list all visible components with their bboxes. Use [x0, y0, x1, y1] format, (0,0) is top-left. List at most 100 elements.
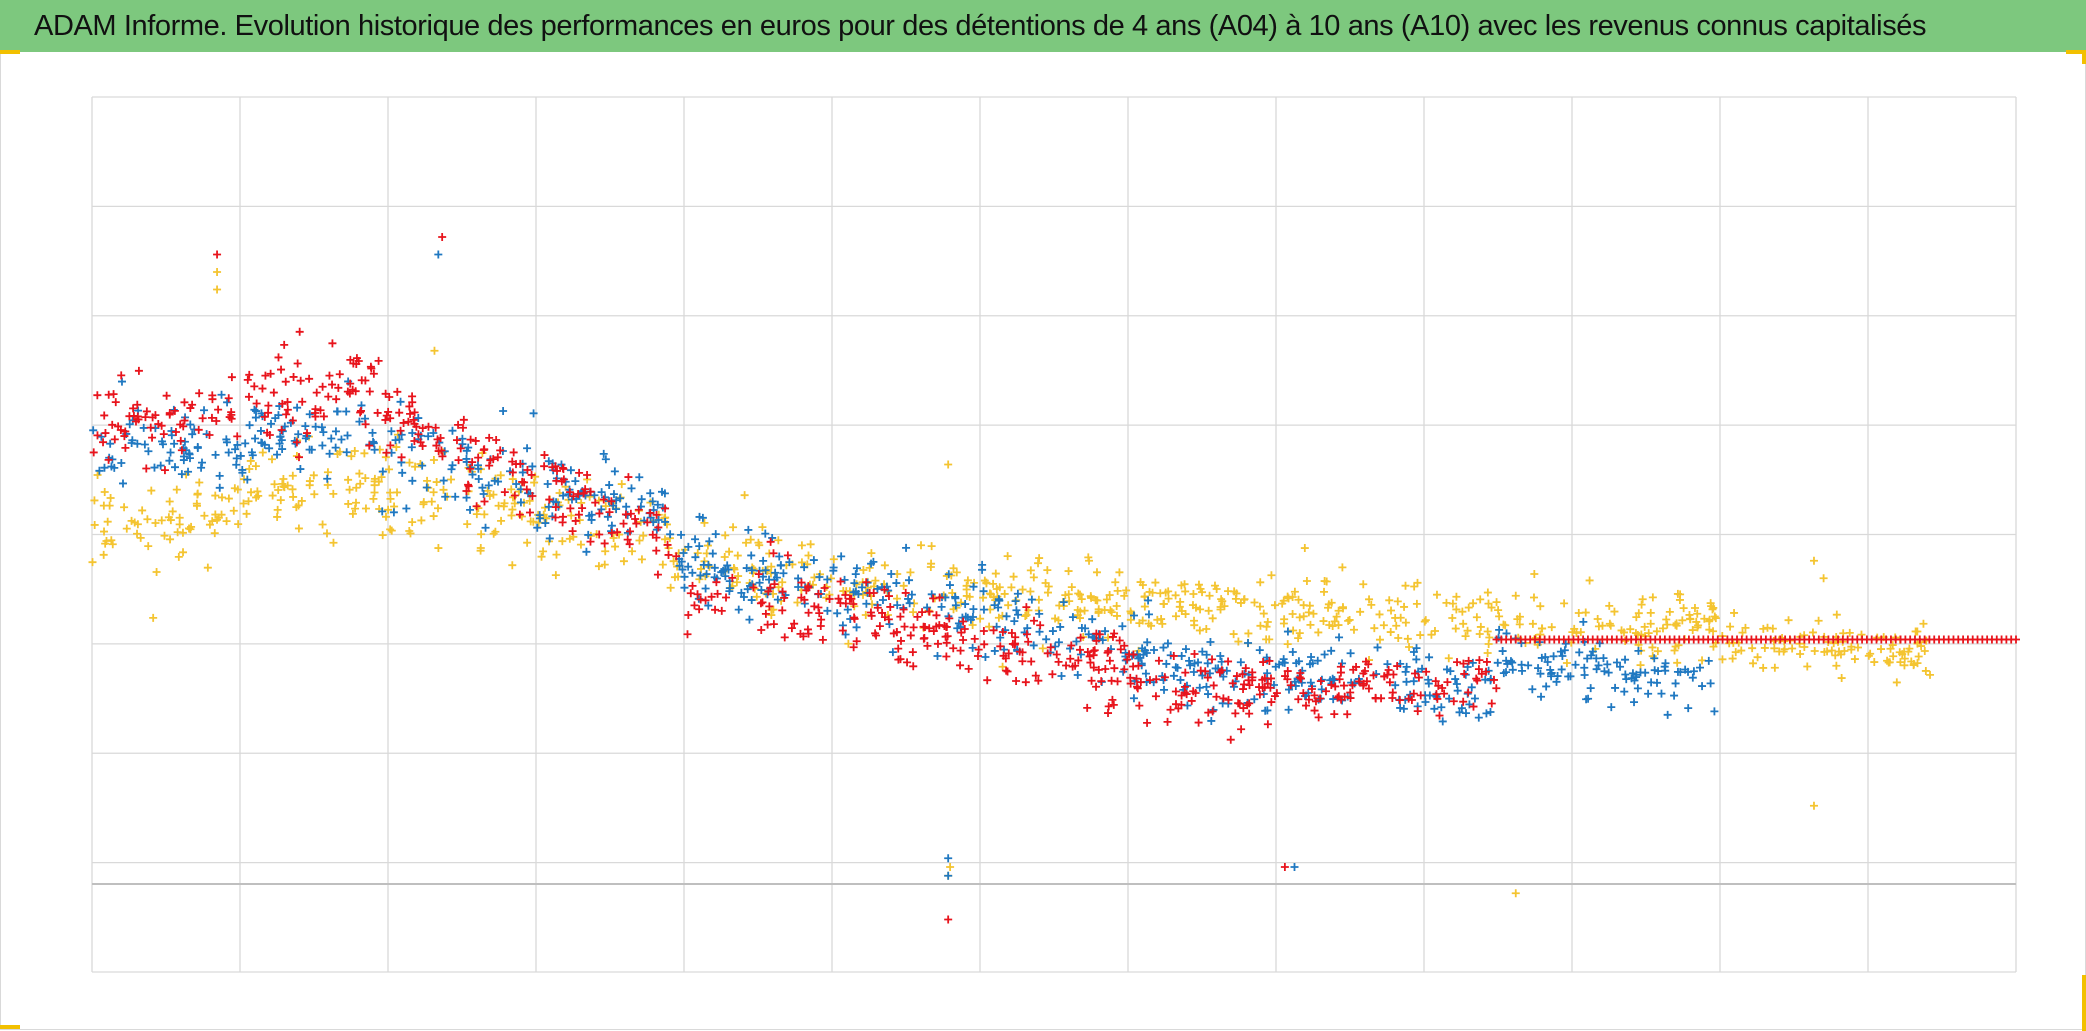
- data-point: [1190, 649, 1199, 658]
- data-point: [880, 613, 889, 622]
- data-point: [342, 448, 351, 457]
- data-point: [893, 601, 902, 610]
- data-point: [530, 478, 539, 487]
- data-point: [1306, 620, 1315, 629]
- data-point: [1605, 601, 1614, 610]
- data-point: [346, 379, 355, 388]
- data-point: [1919, 619, 1928, 628]
- data-point: [1076, 650, 1085, 659]
- data-point: [979, 605, 988, 614]
- data-point: [244, 497, 253, 506]
- data-point: [88, 558, 97, 567]
- data-point: [1698, 682, 1707, 691]
- data-point: [1256, 621, 1265, 630]
- data-point: [658, 560, 667, 569]
- data-point: [1073, 611, 1082, 620]
- data-point: [1661, 659, 1670, 668]
- data-point: [1177, 691, 1186, 700]
- data-point: [1138, 644, 1147, 653]
- data-point: [245, 421, 254, 430]
- data-point: [1837, 674, 1846, 683]
- data-point: [1300, 544, 1309, 553]
- data-point: [1156, 589, 1165, 598]
- data-point: [1138, 580, 1147, 589]
- data-point: [1536, 669, 1545, 678]
- data-point: [367, 364, 376, 373]
- data-point: [1448, 613, 1457, 622]
- data-point: [1338, 563, 1347, 572]
- outlier-point: [944, 854, 953, 863]
- data-point: [1430, 704, 1439, 713]
- data-point: [648, 497, 657, 506]
- data-point: [133, 400, 142, 409]
- data-point: [1022, 603, 1031, 612]
- data-point: [1632, 673, 1641, 682]
- data-point: [1074, 589, 1083, 598]
- data-point: [1803, 662, 1812, 671]
- data-point: [387, 427, 396, 436]
- data-point: [927, 542, 936, 551]
- data-point: [1518, 666, 1527, 675]
- data-point: [1529, 593, 1538, 602]
- data-point: [138, 506, 147, 515]
- data-point: [1234, 637, 1243, 646]
- data-point: [1015, 647, 1024, 656]
- data-point: [540, 451, 549, 460]
- data-point: [131, 417, 140, 426]
- data-point: [1191, 688, 1200, 697]
- data-point: [680, 583, 689, 592]
- data-point: [1644, 629, 1653, 638]
- data-point: [548, 463, 557, 472]
- data-point: [1226, 735, 1235, 744]
- data-point: [803, 625, 812, 634]
- data-point: [1421, 697, 1430, 706]
- data-point: [1459, 697, 1468, 706]
- data-point: [725, 547, 734, 556]
- data-point: [224, 448, 233, 457]
- data-point: [429, 429, 438, 438]
- data-point: [1455, 708, 1464, 717]
- data-point: [1283, 667, 1292, 676]
- data-point: [852, 637, 861, 646]
- data-point: [1263, 669, 1272, 678]
- data-point: [1171, 591, 1180, 600]
- data-point: [1010, 617, 1019, 626]
- data-point: [231, 445, 240, 454]
- data-point: [579, 489, 588, 498]
- data-point: [510, 499, 519, 508]
- data-point: [1492, 684, 1501, 693]
- outlier-point: [1511, 889, 1520, 898]
- data-point: [1404, 694, 1413, 703]
- data-point: [1492, 598, 1501, 607]
- data-point: [143, 515, 152, 524]
- data-point: [1638, 595, 1647, 604]
- data-point: [1472, 674, 1481, 683]
- data-point: [389, 508, 398, 517]
- data-point: [195, 389, 204, 398]
- data-point: [1181, 668, 1190, 677]
- data-point: [1263, 618, 1272, 627]
- data-point: [405, 402, 414, 411]
- data-point: [305, 410, 314, 419]
- data-point: [472, 510, 481, 519]
- data-point: [120, 503, 129, 512]
- data-point: [844, 639, 853, 648]
- data-point: [188, 430, 197, 439]
- data-point: [1235, 699, 1244, 708]
- data-point: [1013, 589, 1022, 598]
- data-point: [1326, 676, 1335, 685]
- data-point: [1239, 685, 1248, 694]
- data-point: [1095, 630, 1104, 639]
- data-point: [1331, 682, 1340, 691]
- data-point: [945, 581, 954, 590]
- outlier-point: [430, 346, 439, 355]
- data-point: [1066, 654, 1075, 663]
- data-point: [627, 484, 636, 493]
- data-point: [1075, 590, 1084, 599]
- data-point: [1283, 627, 1292, 636]
- data-point: [429, 512, 438, 521]
- data-point: [1349, 665, 1358, 674]
- data-point: [1007, 583, 1016, 592]
- data-point: [601, 502, 610, 511]
- data-point: [759, 572, 768, 581]
